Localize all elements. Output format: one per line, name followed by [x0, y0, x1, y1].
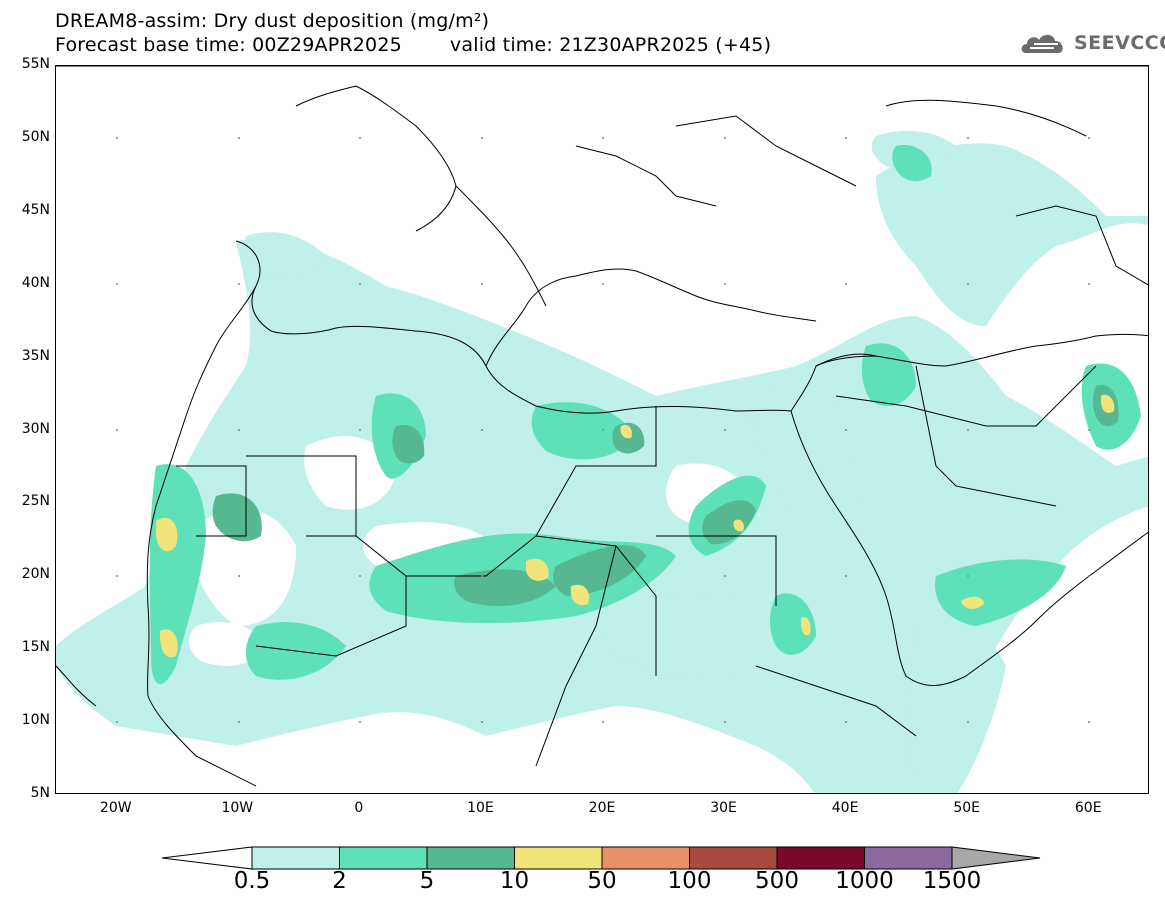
coastlines-borders: [56, 66, 1148, 787]
legend-label: 0.5: [233, 868, 271, 894]
legend-label: 10: [499, 868, 530, 894]
legend-swatch: [426, 846, 515, 870]
lat-label: 50N: [21, 128, 50, 145]
lat-label: 45N: [21, 201, 50, 218]
lon-label: 30E: [710, 800, 737, 816]
legend-label: 50: [587, 868, 617, 894]
dust-shading: [56, 130, 1148, 793]
lon-label: 40E: [831, 800, 859, 816]
logo-text: SEEVCCC: [1074, 32, 1165, 54]
lon-label: 20E: [588, 800, 616, 816]
lat-label: 10N: [21, 712, 50, 729]
time-info: Forecast base time: 00Z29APR2025 valid ti…: [55, 34, 771, 56]
lat-label: 5N: [30, 785, 50, 801]
legend-swatch: [514, 846, 603, 870]
lat-label: 30N: [21, 420, 50, 437]
lat-label: 40N: [21, 274, 50, 291]
gridline-ticks: [116, 137, 1090, 723]
lon-label: 20W: [99, 800, 132, 816]
legend-swatch: [251, 846, 340, 870]
legend-label: 1500: [922, 868, 982, 894]
lat-label: 35N: [21, 347, 50, 364]
valid-time: valid time: 21Z30APR2025 (+45): [449, 34, 772, 56]
legend-label: 5: [419, 868, 435, 894]
lat-label: 25N: [21, 493, 50, 510]
legend-label: 500: [755, 868, 799, 894]
lon-label: 50E: [953, 800, 980, 816]
color-legend: [162, 846, 1041, 870]
lat-label: 15N: [21, 639, 50, 656]
legend-label: 2: [332, 868, 347, 894]
legend-label: 100: [667, 868, 712, 894]
legend-swatch: [601, 846, 690, 870]
lat-label: 20N: [21, 566, 50, 583]
legend-under-arrow: [162, 846, 253, 870]
lon-label: 10W: [221, 800, 254, 816]
legend-label: 1000: [835, 868, 894, 894]
map-title: DREAM8-assim: Dry dust deposition (mg/m²…: [55, 10, 490, 32]
base-time: Forecast base time: 00Z29APR2025: [55, 34, 402, 56]
dust-map: [56, 66, 1148, 793]
cloud-icon: [1021, 34, 1063, 53]
lon-label: 10E: [467, 800, 494, 816]
seevccc-logo: SEEVCCC: [1018, 28, 1165, 58]
map-area: [55, 65, 1149, 794]
lon-label: 60E: [1074, 800, 1102, 816]
legend-swatch: [864, 846, 953, 870]
legend-swatch: [339, 846, 428, 870]
lat-label: 55N: [21, 56, 50, 72]
legend-swatch: [776, 846, 865, 870]
lon-label: 0: [354, 800, 364, 816]
legend-swatch: [689, 846, 778, 870]
legend-over-arrow: [951, 846, 1041, 870]
